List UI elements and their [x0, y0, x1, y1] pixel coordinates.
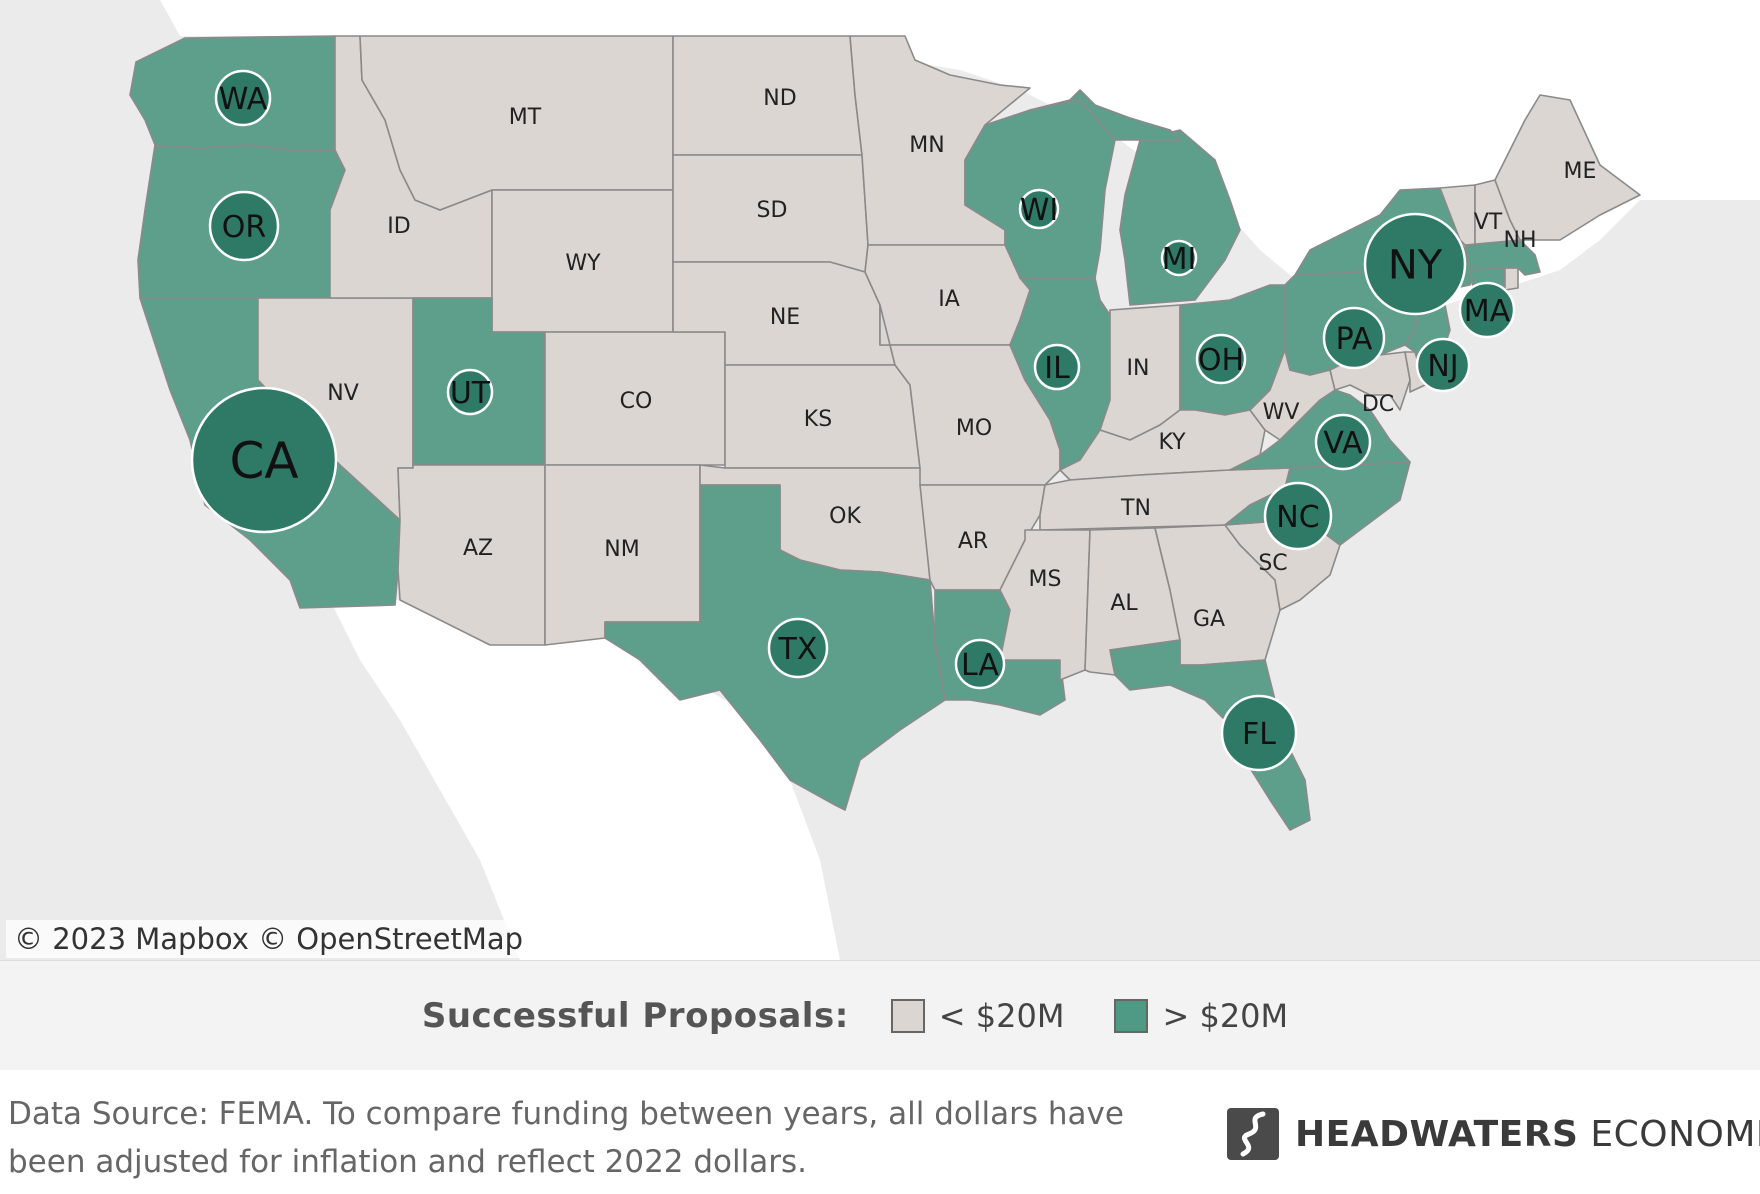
bubbles-layer	[190, 69, 1516, 772]
state-label-mi: MI	[1162, 242, 1197, 277]
bubble-mi[interactable]	[1160, 239, 1198, 277]
state-label-ia: IA	[938, 287, 960, 312]
state-label-wa: WA	[219, 82, 268, 117]
state-label-il: IL	[1044, 351, 1070, 386]
state-label-ne: NE	[770, 305, 800, 330]
state-label-la: LA	[961, 648, 999, 683]
state-label-co: CO	[620, 389, 653, 414]
legend-item-over-20m[interactable]: > $20M	[1114, 997, 1288, 1035]
bubble-wi[interactable]	[1018, 188, 1060, 230]
logo-text: HEADWATERS ECONOMICS	[1295, 1114, 1760, 1155]
state-label-nj: NJ	[1427, 349, 1458, 384]
state-label-mo: MO	[956, 416, 992, 441]
state-label-or: OR	[222, 210, 266, 245]
state-label-dc: DC	[1362, 392, 1394, 417]
state-label-ga: GA	[1193, 607, 1225, 632]
bubble-la[interactable]	[954, 638, 1006, 690]
state-MA[interactable]	[1464, 239, 1541, 276]
labels-layer: WA OR CA NV ID MT WY UT CO AZ NM ND SD NE KS OK TX MN IA MO…	[219, 82, 1597, 752]
logo-text-regular: ECONOMICS	[1590, 1113, 1760, 1155]
footer: Data Source: FEMA. To compare funding be…	[0, 1070, 1760, 1194]
state-label-mt: MT	[509, 105, 542, 130]
states-layer	[129, 35, 1641, 831]
map[interactable]: WA OR CA NV ID MT WY UT CO AZ NM ND SD NE KS OK TX MN IA MO…	[0, 0, 1760, 960]
bubble-ma[interactable]	[1458, 281, 1516, 339]
bubble-ut[interactable]	[446, 368, 494, 416]
state-label-fl: FL	[1242, 717, 1276, 752]
state-label-ok: OK	[829, 504, 861, 529]
state-label-va: VA	[1323, 426, 1363, 461]
bubble-pa[interactable]	[1322, 306, 1386, 370]
state-label-ms: MS	[1029, 567, 1062, 592]
legend-swatch-over-20m	[1114, 999, 1149, 1033]
bubble-nc[interactable]	[1263, 481, 1333, 551]
state-label-ky: KY	[1158, 430, 1186, 455]
state-label-tx: TX	[778, 632, 818, 667]
state-label-ny: NY	[1388, 242, 1443, 288]
state-label-ma: MA	[1464, 294, 1511, 329]
legend: Successful Proposals: < $20M > $20M	[0, 960, 1760, 1071]
state-label-tn: TN	[1120, 496, 1151, 521]
logo-text-bold: HEADWATERS	[1295, 1113, 1579, 1155]
state-label-az: AZ	[463, 536, 493, 561]
state-DE[interactable]	[1404, 351, 1426, 393]
state-label-ar: AR	[958, 529, 988, 554]
bubble-il[interactable]	[1033, 343, 1081, 391]
state-label-ks: KS	[804, 407, 832, 432]
legend-title: Successful Proposals:	[421, 996, 849, 1036]
state-label-vt: VT	[1474, 210, 1503, 235]
state-MI-upper[interactable]	[1029, 89, 1181, 141]
headwaters-economics-logo[interactable]: HEADWATERS ECONOMICS	[1225, 1106, 1760, 1162]
legend-label-over-20m: > $20M	[1162, 997, 1289, 1035]
gulf-of-mexico-coast	[330, 600, 840, 960]
state-label-al: AL	[1110, 591, 1138, 616]
state-label-nc: NC	[1276, 500, 1319, 535]
state-label-mn: MN	[909, 133, 944, 158]
bubble-or[interactable]	[208, 190, 280, 262]
state-MI[interactable]	[1119, 129, 1241, 306]
state-label-nv: NV	[327, 381, 359, 406]
state-label-sc: SC	[1258, 551, 1287, 576]
state-label-ut: UT	[450, 376, 491, 411]
map-attribution[interactable]: © 2023 Mapbox © OpenStreetMap	[6, 920, 532, 958]
bubble-fl[interactable]	[1220, 694, 1298, 772]
state-label-wv: WV	[1263, 400, 1300, 425]
state-FL[interactable]	[1109, 639, 1311, 831]
bubble-wa[interactable]	[214, 69, 272, 127]
state-label-wy: WY	[565, 251, 601, 276]
legend-swatch-under-20m	[890, 999, 925, 1033]
state-label-nm: NM	[604, 537, 639, 562]
bubble-ca[interactable]	[190, 386, 338, 534]
state-label-nd: ND	[763, 86, 796, 111]
state-label-in: IN	[1127, 356, 1150, 381]
state-ME[interactable]	[1494, 94, 1641, 241]
state-label-oh: OH	[1198, 343, 1244, 378]
legend-item-under-20m[interactable]: < $20M	[890, 997, 1065, 1035]
data-source-note: Data Source: FEMA. To compare funding be…	[8, 1096, 1124, 1180]
bubble-ny[interactable]	[1363, 212, 1467, 316]
state-label-pa: PA	[1336, 322, 1373, 357]
state-label-ca: CA	[229, 432, 298, 490]
state-RI[interactable]	[1504, 267, 1519, 291]
state-label-sd: SD	[757, 198, 788, 223]
bubble-nj[interactable]	[1415, 337, 1471, 393]
bubble-va[interactable]	[1314, 413, 1372, 471]
legend-label-under-20m: < $20M	[938, 997, 1065, 1035]
bubble-tx[interactable]	[767, 617, 829, 679]
state-label-me: ME	[1564, 159, 1597, 184]
bubble-oh[interactable]	[1195, 333, 1247, 385]
state-label-nh: NH	[1504, 228, 1537, 253]
state-label-id: ID	[387, 214, 410, 239]
us-state-map[interactable]: WA OR CA NV ID MT WY UT CO AZ NM ND SD NE KS OK TX MN IA MO…	[0, 0, 1760, 960]
headwaters-logo-icon	[1227, 1108, 1279, 1160]
state-label-wi: WI	[1020, 193, 1059, 228]
